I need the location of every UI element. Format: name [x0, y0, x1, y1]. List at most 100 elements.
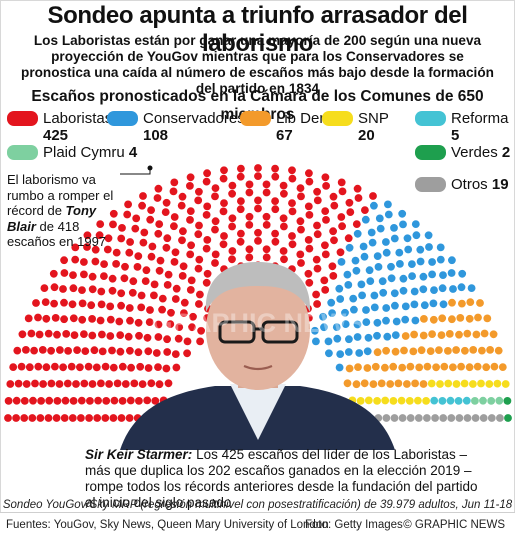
- seat-dot: [387, 274, 396, 283]
- seat-dot: [487, 414, 496, 422]
- seat-dot: [153, 194, 162, 202]
- seat-dot: [80, 379, 89, 388]
- seat-dot: [150, 280, 159, 289]
- seat-dot: [432, 363, 440, 372]
- seat-dot: [327, 298, 336, 307]
- seat-dot: [336, 350, 345, 358]
- seat-dot: [80, 330, 88, 338]
- seat-dot: [422, 397, 430, 405]
- portrait-illustration: [120, 262, 395, 450]
- seat-dot: [448, 256, 456, 265]
- seat-dot: [186, 182, 194, 190]
- seat-dot: [345, 198, 354, 207]
- seat-dot: [24, 314, 33, 323]
- seat-dot: [228, 189, 237, 198]
- seat-dot: [411, 220, 420, 229]
- seat-dot: [406, 414, 415, 422]
- seat-dot: [170, 178, 179, 187]
- seat-dot: [237, 197, 245, 206]
- seat-dot: [391, 347, 400, 356]
- seat-dot: [374, 263, 383, 271]
- seat-dot: [288, 240, 297, 249]
- seat-dot: [406, 362, 415, 371]
- seat-dot: [412, 231, 421, 240]
- legend-swatch: [415, 177, 446, 192]
- seat-dot: [14, 379, 23, 388]
- seat-dot: [154, 184, 163, 193]
- seat-dot: [447, 414, 456, 422]
- seat-dot: [333, 334, 342, 343]
- seat-dot: [398, 414, 407, 422]
- seat-dot: [162, 243, 171, 252]
- seat-dot: [367, 228, 376, 237]
- seat-dot: [174, 334, 183, 343]
- seat-dot: [144, 347, 153, 356]
- seat-dot: [69, 271, 77, 279]
- legend-label: Conservadores: [143, 110, 245, 127]
- seat-dot: [28, 414, 37, 422]
- seat-dot: [161, 208, 170, 217]
- seat-dot: [297, 192, 305, 201]
- seat-dot: [438, 284, 447, 293]
- seat-dot: [353, 184, 362, 193]
- seat-dot: [452, 380, 461, 388]
- seat-dot: [126, 316, 134, 325]
- seat-dot: [485, 380, 494, 388]
- seat-dot: [34, 313, 42, 322]
- seat-dot: [108, 274, 117, 283]
- seat-dot: [352, 220, 361, 229]
- legend-value: 108: [143, 127, 169, 144]
- seat-dot: [126, 238, 134, 246]
- seat-dot: [400, 346, 408, 355]
- seat-dot: [461, 346, 469, 355]
- seat-dot: [117, 289, 126, 298]
- seat-dot: [429, 315, 438, 324]
- seat-dot: [151, 397, 160, 405]
- seat-dot: [437, 331, 446, 339]
- side-note: El laborismo va rumbo a romper el récord…: [7, 172, 119, 250]
- legend-label: SNP: [358, 110, 389, 127]
- methodology-note: Sondeo YouGov/Sky MRP (regresión multini…: [2, 499, 513, 511]
- seat-dot: [312, 337, 320, 346]
- seat-dot: [435, 346, 443, 354]
- seat-dot: [13, 346, 22, 355]
- seat-dot: [102, 397, 111, 405]
- callout-line: [120, 168, 151, 175]
- seat-dot: [452, 346, 460, 354]
- seat-dot: [121, 380, 130, 388]
- seat-dot: [337, 178, 346, 187]
- seat-dot: [245, 221, 254, 229]
- seat-dot: [404, 245, 413, 254]
- watermark-text: GRAPHIC NEWS: [151, 308, 364, 338]
- legend-otros: Otros 19: [415, 176, 509, 193]
- seat-dot: [337, 258, 346, 266]
- seat-dot: [171, 248, 180, 257]
- seat-dot: [426, 347, 435, 355]
- seat-dot: [186, 250, 195, 259]
- seat-dot: [76, 363, 84, 372]
- seat-dot: [370, 303, 379, 312]
- seat-dot: [194, 264, 203, 273]
- seat-dot: [297, 259, 305, 267]
- seat-dot: [228, 222, 237, 231]
- seat-dot: [203, 269, 212, 278]
- seat-dot: [344, 281, 353, 289]
- seat-dot: [336, 295, 345, 303]
- seat-dot: [137, 291, 146, 300]
- seat-dot: [101, 414, 110, 422]
- legend-reforma: Reforma 5: [415, 110, 509, 144]
- seat-dot: [416, 257, 425, 266]
- portrait-shirt: [230, 384, 286, 440]
- legend-value: 425: [43, 127, 69, 144]
- seat-dot: [408, 272, 416, 280]
- seat-dot: [254, 204, 262, 213]
- seat-dot: [144, 364, 153, 372]
- seat-dot: [163, 335, 172, 344]
- seat-dot: [454, 397, 463, 405]
- seat-dot: [330, 236, 338, 245]
- seat-dot: [81, 347, 90, 355]
- seat-dot: [80, 270, 88, 279]
- seat-dot: [73, 346, 81, 354]
- seat-dot: [328, 309, 336, 317]
